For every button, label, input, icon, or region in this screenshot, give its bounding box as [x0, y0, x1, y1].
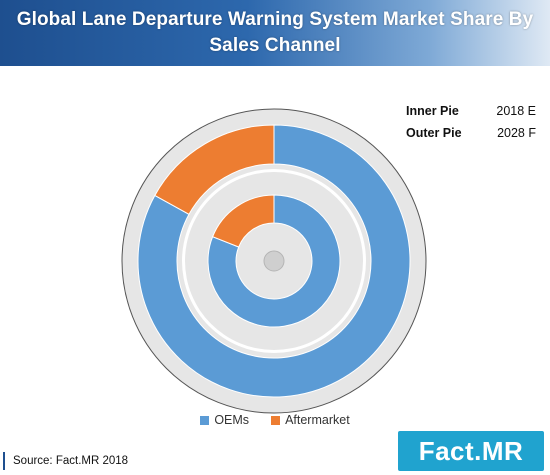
- outer-pie-ring: [137, 124, 411, 398]
- factmr-logo: Fact.MR: [398, 431, 544, 471]
- legend-swatch-aftermarket: [271, 415, 281, 425]
- outer-pie-key-label: Outer Pie: [406, 126, 462, 140]
- legend-item-oems[interactable]: OEMs: [200, 413, 249, 427]
- inner-slice-oems[interactable]: [207, 194, 341, 328]
- center-dot: [263, 250, 285, 272]
- legend-label-oems: OEMs: [214, 413, 250, 427]
- pie-key: Inner Pie 2018 E Outer Pie 2028 F: [406, 100, 536, 144]
- inner-slice-aftermarket[interactable]: [211, 194, 275, 248]
- inner-pie-key-row: Inner Pie 2018 E: [406, 100, 536, 122]
- title-banner: Global Lane Departure Warning System Mar…: [0, 0, 550, 66]
- legend-swatch-oems: [200, 415, 210, 425]
- outer-slice-oems[interactable]: [137, 124, 411, 398]
- legend-item-aftermarket[interactable]: Aftermarket: [271, 413, 350, 427]
- inner-pie-ring: [207, 194, 341, 328]
- outer-pie-key-row: Outer Pie 2028 F: [406, 122, 536, 144]
- inner-pie-key-value: 2018 E: [496, 104, 536, 118]
- inner-pie-key-label: Inner Pie: [406, 104, 459, 118]
- legend-label-aftermarket: Aftermarket: [285, 413, 350, 427]
- outer-slice-aftermarket[interactable]: [154, 124, 275, 215]
- chart-title-line-1: Global Lane Departure Warning System Mar…: [16, 9, 534, 30]
- source-note: Source: Fact.MR 2018: [3, 452, 128, 470]
- chart-title-line-2: Sales Channel: [209, 35, 341, 56]
- chart-legend: OEMs Aftermarket: [0, 413, 550, 427]
- outer-pie-key-value: 2028 F: [497, 126, 536, 140]
